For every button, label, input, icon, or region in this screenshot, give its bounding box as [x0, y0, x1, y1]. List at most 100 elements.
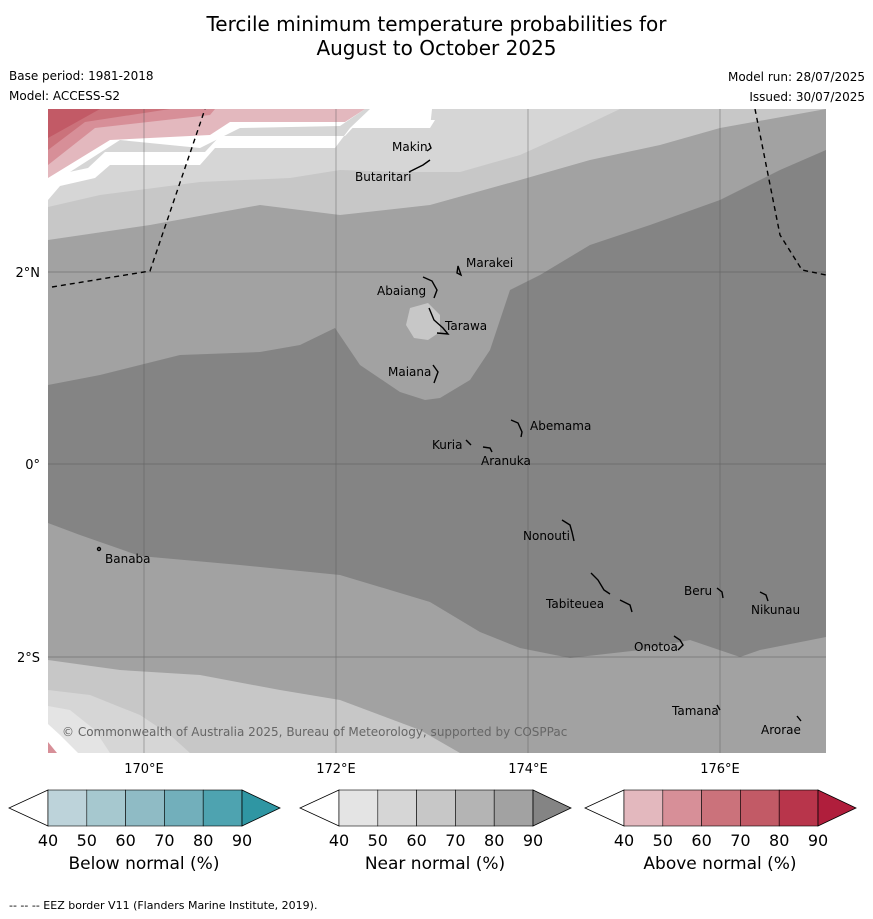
- colorbar-tick-label: 60: [406, 831, 426, 850]
- lat-label-2n: 2°N: [16, 266, 41, 281]
- colorbar-segment: [416, 789, 456, 827]
- lon-label-176: 176°E: [700, 762, 740, 777]
- white-band: [48, 120, 435, 200]
- issued-date: Issued: 30/07/2025: [749, 90, 865, 104]
- colorbar-segment: [86, 789, 126, 827]
- place-label-makin: Makin: [392, 140, 428, 154]
- colorbar-right-extend: [241, 789, 281, 827]
- place-label-banaba: Banaba: [105, 552, 151, 566]
- place-label-butaritari: Butaritari: [355, 170, 412, 184]
- colorbar-tick-label: 80: [769, 831, 789, 850]
- arorae-island: [796, 715, 802, 722]
- colorbar-near-normal: 40 50 60 70 80 90: [299, 789, 572, 850]
- tabiteuea-south-island: [619, 599, 633, 613]
- colorbar-tick-label: 50: [368, 831, 388, 850]
- lon-label-172: 172°E: [316, 762, 356, 777]
- eez-border: [51, 109, 826, 288]
- colorbar-below-normal: 40 50 60 70 80 90: [8, 789, 281, 850]
- title-line-1: Tercile minimum temperature probabilitie…: [206, 12, 667, 36]
- place-label-maiana: Maiana: [388, 365, 431, 379]
- lat-label-0: 0°: [25, 458, 40, 473]
- copyright-notice: © Commonwealth of Australia 2025, Bureau…: [62, 725, 567, 739]
- above-normal-corner: [48, 742, 57, 753]
- colorbar-tick-label: 50: [77, 831, 97, 850]
- model-run: Model run: 28/07/2025: [727, 70, 865, 84]
- colorbar-segment: [164, 789, 204, 827]
- lat-label-2s: 2°S: [17, 651, 40, 666]
- colorbar-tick-label: 80: [484, 831, 504, 850]
- above-normal-70-80: [48, 109, 100, 138]
- above-normal-40-50: [48, 109, 365, 178]
- colorbar-tick-label: 80: [193, 831, 213, 850]
- colorbar-segment: [778, 789, 819, 827]
- eez-border-west: [51, 109, 206, 288]
- place-label-onotoa: Onotoa: [634, 640, 678, 654]
- place-label-beru: Beru: [684, 584, 712, 598]
- makin-island: [426, 142, 432, 152]
- colorbar-tick-label: 60: [691, 831, 711, 850]
- lon-label-174: 174°E: [508, 762, 548, 777]
- place-label-tabiteuea: Tabiteuea: [545, 597, 604, 611]
- place-label-kuria: Kuria: [432, 438, 463, 452]
- tarawa-island: [428, 307, 450, 335]
- colorbar-right-extend: [817, 789, 857, 827]
- near-normal-80-90-region: [48, 150, 826, 658]
- colorbar-tick-label: 40: [38, 831, 58, 850]
- place-labels: Makin Butaritari Marakei Abaiang Tarawa …: [105, 140, 801, 737]
- colorbar-tick-label: 90: [523, 831, 543, 850]
- colorbar-tick-label: 50: [653, 831, 673, 850]
- colorbar-title-near: Near normal (%): [364, 854, 506, 874]
- colorbar-left-extend: [584, 789, 625, 827]
- beru-island: [716, 587, 724, 599]
- aranuka-island: [482, 446, 493, 453]
- lon-axis: 170°E 172°E 174°E 176°E: [124, 762, 740, 777]
- colorbar-left-extend: [8, 789, 49, 827]
- colorbar-tick-label: 60: [115, 831, 135, 850]
- maiana-island: [432, 364, 439, 384]
- island-outlines: [96, 142, 802, 722]
- meta-left: Base period: 1981-2018 Model: ACCESS-S2: [9, 66, 154, 106]
- above-normal-50-60: [48, 109, 215, 165]
- colorbar-segment: [125, 789, 165, 827]
- colorbar-segment: [338, 789, 379, 827]
- colorbar-segment: [623, 789, 664, 827]
- colorbar-tick-label: 40: [614, 831, 634, 850]
- colorbar-segment: [202, 789, 243, 827]
- colorbar-title-above: Above normal (%): [643, 854, 797, 874]
- marakei-island: [456, 265, 463, 277]
- tamana-island: [716, 704, 721, 711]
- kuria-island: [465, 439, 472, 446]
- probability-fields: Makin Butaritari Marakei Abaiang Tarawa …: [48, 109, 826, 753]
- colorbar-tick-label: 70: [154, 831, 174, 850]
- place-label-arorae: Arorae: [761, 723, 801, 737]
- model-name: Model: ACCESS-S2: [9, 89, 121, 103]
- onotoa-island: [673, 635, 684, 651]
- footer-note: -- -- -- EEZ border V11 (Flanders Marine…: [9, 899, 318, 912]
- colorbar-left-extend: [299, 789, 340, 827]
- place-label-aranuka: Aranuka: [481, 454, 531, 468]
- abemama-island: [510, 419, 523, 438]
- colorbar-title-below: Below normal (%): [68, 854, 220, 874]
- nonouti-island: [561, 519, 575, 542]
- colorbar-tick-label: 90: [808, 831, 828, 850]
- white-corner: [48, 724, 78, 753]
- colorbar-right-extend: [532, 789, 572, 827]
- graticule: [48, 109, 826, 753]
- colorbar-segment: [377, 789, 417, 827]
- meta-right: Model run: 28/07/2025 Issued: 30/07/2025: [728, 67, 865, 107]
- colorbar-tick-label: 40: [329, 831, 349, 850]
- nikunau-island: [759, 591, 769, 602]
- colorbar-segment: [493, 789, 534, 827]
- colorbar-tick-label: 70: [730, 831, 750, 850]
- colorbar-tick-label: 90: [232, 831, 252, 850]
- place-label-marakei: Marakei: [466, 256, 513, 270]
- eez-border-east: [754, 109, 826, 276]
- colorbar-above-normal: 40 50 60 70 80 90: [584, 789, 857, 850]
- white-band-2: [350, 109, 432, 128]
- tabiteuea-north-island: [590, 572, 611, 595]
- colorbar-tick-label: 70: [445, 831, 465, 850]
- base-period: Base period: 1981-2018: [9, 69, 154, 83]
- banaba-island: [96, 546, 102, 552]
- title-line-2: August to October 2025: [316, 36, 557, 60]
